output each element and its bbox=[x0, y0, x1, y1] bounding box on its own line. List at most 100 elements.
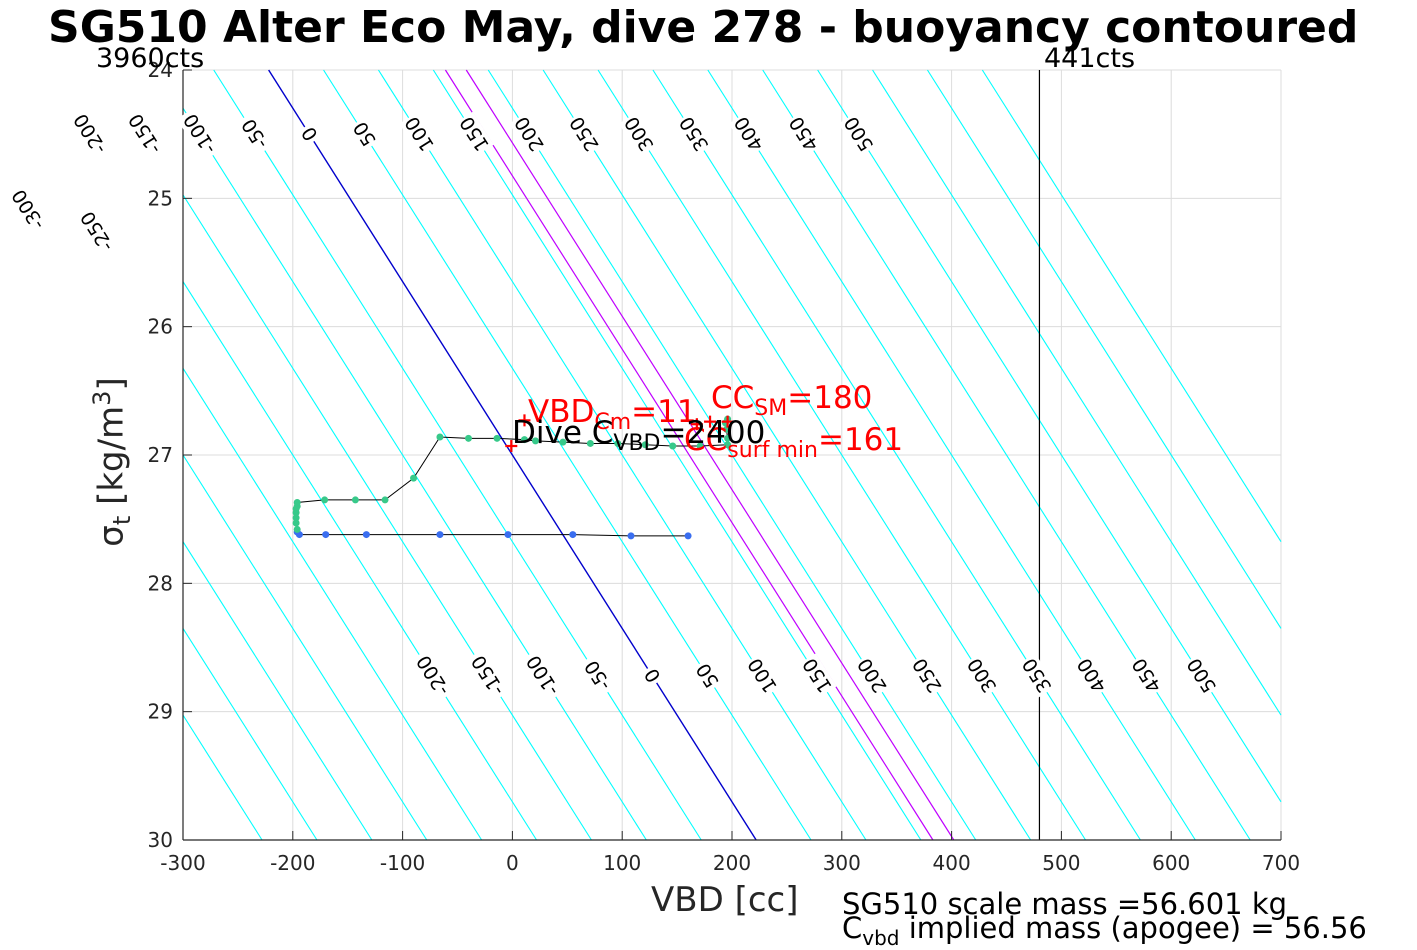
dive-point bbox=[362, 531, 370, 539]
x-tick-label: 100 bbox=[603, 851, 641, 875]
y-tick-label: 30 bbox=[148, 828, 173, 852]
dive-point bbox=[436, 531, 444, 539]
contour-label-bg bbox=[906, 653, 947, 699]
x-tick-label: 400 bbox=[933, 851, 971, 875]
y-tick-label: 29 bbox=[148, 700, 173, 724]
cc-sm-annotation: CCSM=180 bbox=[711, 380, 873, 422]
contour-label-bg bbox=[852, 653, 892, 699]
top-right-count-note: 441cts bbox=[1044, 43, 1136, 74]
contour-label-bottom: -100 bbox=[519, 648, 566, 703]
contour-label-bg bbox=[783, 111, 824, 157]
y-axis-label-sup: 3 bbox=[87, 390, 116, 406]
climb-point bbox=[641, 441, 649, 449]
climb-point bbox=[531, 437, 539, 445]
buoyancy-contour-line bbox=[926, 69, 1282, 629]
zero-buoyancy-contour bbox=[268, 69, 757, 841]
x-tick-label: 500 bbox=[1042, 851, 1080, 875]
contour-label-text: 50 bbox=[692, 659, 724, 691]
climb-point bbox=[293, 525, 301, 533]
y-tick-label: 28 bbox=[148, 571, 173, 595]
contour-label-text: 350 bbox=[1018, 654, 1056, 696]
climb-point bbox=[724, 434, 732, 442]
contour-label-top: -150 bbox=[121, 107, 168, 162]
contour-label-top: 0 bbox=[295, 121, 324, 148]
contour-label-top: 200 bbox=[509, 111, 549, 157]
contour-label-text: 450 bbox=[1128, 654, 1166, 696]
buoyancy-contour-line bbox=[182, 454, 428, 841]
contour-label-bottom: 350 bbox=[1016, 653, 1056, 699]
contour-label-bg bbox=[838, 111, 878, 157]
buoyancy-contour-line bbox=[182, 107, 647, 841]
contour-label-top: -50 bbox=[234, 111, 275, 157]
buoyancy-marker bbox=[505, 440, 518, 453]
buoyancy-contour-line bbox=[377, 69, 867, 841]
x-tick-label: -200 bbox=[270, 851, 315, 875]
contour-label-bg bbox=[234, 111, 275, 157]
buoyancy-contour-line bbox=[762, 69, 1251, 841]
contour-label-text: 500 bbox=[840, 112, 878, 154]
scale-mass-note: SG510 scale mass =56.601 kg bbox=[842, 887, 1288, 921]
y-tick-label: 26 bbox=[148, 315, 173, 339]
climb-point bbox=[436, 433, 444, 441]
buoyancy-contour-line bbox=[981, 69, 1282, 543]
contour-label-bg bbox=[399, 111, 439, 157]
climb-point bbox=[410, 474, 418, 482]
contour-label-text: 150 bbox=[799, 654, 837, 696]
contour-label-top: -100 bbox=[176, 107, 223, 162]
contour-label-text: 300 bbox=[621, 112, 659, 154]
contour-label-bg bbox=[690, 658, 724, 694]
contour-label-text: 250 bbox=[909, 654, 947, 696]
contour-label-bottom: 450 bbox=[1126, 653, 1166, 699]
dive-track-line bbox=[295, 418, 729, 537]
dive-point bbox=[504, 531, 512, 539]
contour-label-bg bbox=[564, 111, 604, 157]
climb-point bbox=[614, 439, 622, 447]
buoyancy-contour-line bbox=[872, 69, 1282, 716]
dive-point bbox=[627, 532, 635, 540]
contour-label-bg bbox=[464, 648, 511, 703]
contour-label-bottom: 400 bbox=[1071, 653, 1111, 699]
contour-label-text: 100 bbox=[744, 654, 782, 696]
contour-label-bottom: -50 bbox=[577, 653, 617, 699]
contour-label-bg bbox=[121, 107, 168, 162]
implied-mass-note: Cvbd implied mass (apogee) = 56.56 bbox=[842, 911, 1367, 950]
buoyancy-contour-line bbox=[182, 628, 318, 841]
dive-point bbox=[322, 531, 330, 539]
buoyancy-contour-line bbox=[182, 714, 263, 841]
contour-label-bottom: 200 bbox=[852, 653, 892, 699]
contour-label-bg bbox=[728, 111, 769, 157]
y-axis-label-units: [kg/m bbox=[91, 405, 132, 516]
vbd-cm-annotation: VBDCm=11 bbox=[528, 394, 697, 436]
contour-label-top: 250 bbox=[564, 111, 604, 157]
climb-point bbox=[696, 442, 704, 450]
climb-point bbox=[559, 438, 567, 446]
buoyancy-contour-line bbox=[182, 281, 538, 841]
climb-point bbox=[293, 498, 301, 506]
x-tick-label: -300 bbox=[160, 851, 205, 875]
contour-label-text: 350 bbox=[675, 112, 713, 154]
buoyancy-contour-line bbox=[182, 541, 373, 841]
contour-label-bg bbox=[638, 662, 666, 689]
chart-title: SG510 Alter Eco May, dive 278 - buoyancy… bbox=[48, 2, 1359, 53]
contour-label-top: 350 bbox=[673, 111, 714, 157]
contour-label-bottom: 150 bbox=[797, 653, 837, 699]
y-axis-label-symbol: σ bbox=[91, 525, 132, 547]
buoyancy-contour-line bbox=[432, 69, 922, 841]
top-left-count-note: 3960cts bbox=[96, 43, 205, 74]
contour-label-top: -250 bbox=[73, 204, 120, 259]
axes: -300 -200 -100 0 100 200 300 400 500 600 700242526… bbox=[148, 58, 1301, 875]
contour-label-top: -200 bbox=[67, 107, 113, 162]
y-tick-label: 25 bbox=[148, 186, 173, 210]
buoyancy-marker bbox=[721, 415, 734, 428]
climb-point bbox=[292, 514, 300, 522]
contour-label-text: 50 bbox=[349, 118, 381, 150]
buoyancy-marker bbox=[704, 415, 717, 428]
contour-label-text: 150 bbox=[456, 112, 494, 154]
x-tick-label: 600 bbox=[1152, 851, 1190, 875]
climb-point bbox=[292, 519, 300, 527]
x-axis-label: VBD [cc] bbox=[651, 880, 799, 920]
contour-label-bottom: 250 bbox=[906, 653, 947, 699]
cc-reference-line bbox=[465, 69, 955, 841]
contour-label-bg bbox=[673, 111, 714, 157]
